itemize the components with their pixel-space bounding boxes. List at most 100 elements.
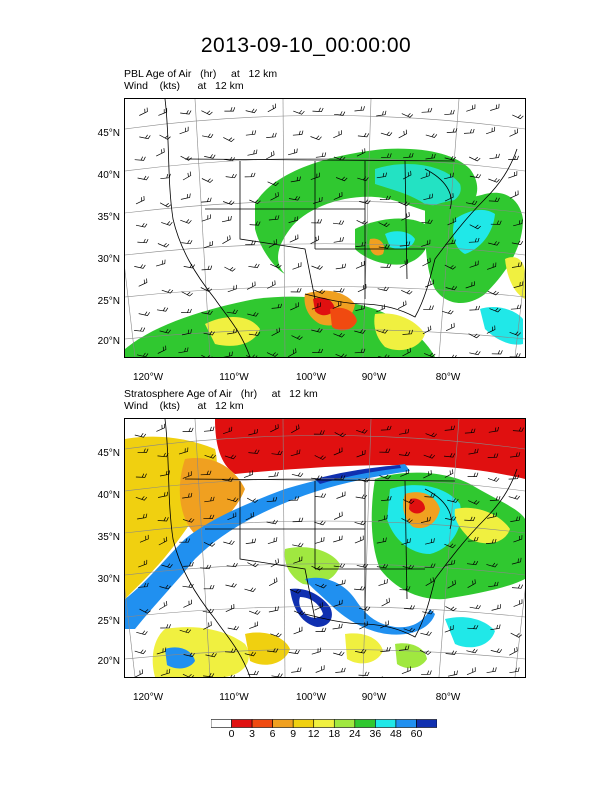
wind-barb [510, 516, 521, 522]
wind-barb [491, 350, 503, 355]
wind-barb [335, 176, 348, 182]
wind-barb [136, 630, 148, 635]
wind-barb [333, 332, 345, 338]
colorbar-label: 60 [410, 728, 423, 740]
wind-barb [201, 354, 213, 357]
wind-barb [156, 259, 166, 267]
wind-barb [510, 304, 522, 310]
wind-barb [355, 304, 366, 311]
wind-barb [248, 610, 261, 615]
wind-barb [357, 283, 367, 293]
wind-barb [465, 200, 478, 205]
panel2-lat-label-20: 20°N [97, 656, 120, 667]
wind-barb [354, 535, 364, 544]
wind-barb [183, 263, 195, 269]
wind-barb [466, 104, 476, 112]
wind-barb [270, 191, 279, 201]
panel1-lat-label-20: 20°N [97, 336, 120, 347]
wind-barb [420, 631, 432, 636]
wind-barb [204, 154, 216, 159]
wind-barb [509, 331, 521, 336]
wind-barb [292, 130, 304, 136]
wind-barb [469, 156, 481, 162]
wind-barb [376, 172, 387, 179]
wind-barb [509, 667, 520, 674]
wind-barb [397, 300, 407, 310]
wind-barb [444, 264, 457, 270]
wind-barb [248, 263, 260, 269]
wind-barb [223, 351, 233, 357]
wind-barb [245, 354, 258, 357]
wind-barb [291, 472, 304, 477]
wind-barb [512, 427, 524, 432]
wind-barb [314, 493, 327, 498]
wind-barb [159, 470, 170, 477]
wind-barb [227, 284, 237, 293]
wind-barb [266, 150, 275, 160]
wind-barb [159, 134, 171, 140]
wind-barb [227, 625, 239, 631]
wind-barb [356, 148, 366, 157]
wind-barb [424, 563, 436, 568]
wind-barb [244, 587, 256, 593]
panel2-lat-label-40: 40°N [97, 490, 120, 501]
wind-barb [293, 110, 305, 115]
wind-barb [178, 447, 189, 455]
colorbar-swatch [416, 719, 438, 728]
wind-barb [333, 237, 344, 243]
panel1-lat-label-25: 25°N [97, 296, 120, 307]
wind-barb [222, 200, 235, 206]
wind-barb [268, 239, 278, 248]
wind-barb [444, 425, 456, 431]
wind-barb [513, 535, 523, 543]
panel2-lon-label-80: 80°W [435, 692, 461, 703]
wind-barb [135, 223, 148, 228]
wind-barb [513, 599, 523, 607]
wind-barb [157, 242, 170, 248]
wind-barb [159, 584, 171, 590]
wind-barb [452, 354, 457, 357]
panel1-lat-label-35: 35°N [97, 212, 120, 223]
wind-barb [137, 513, 148, 520]
wind-barb [311, 219, 323, 224]
wind-barb [288, 496, 300, 501]
wind-barb [467, 472, 479, 477]
wind-barb [271, 450, 283, 456]
wind-barb [267, 648, 279, 653]
wind-barb [444, 469, 454, 478]
wind-barb [402, 170, 412, 180]
wind-barb [134, 156, 146, 161]
wind-barb [224, 107, 236, 112]
wind-barb [200, 287, 213, 292]
wind-barb [268, 471, 279, 478]
wind-barb [423, 193, 434, 201]
wind-barb [334, 432, 346, 438]
wind-barb [399, 259, 409, 268]
panel1-lat-label-30: 30°N [97, 254, 120, 265]
wind-barb [203, 330, 215, 336]
wind-barb [513, 219, 523, 227]
wind-barb [332, 220, 345, 225]
wind-barb [333, 191, 343, 200]
wind-barb [181, 308, 192, 314]
colorbar-label: 12 [307, 728, 320, 740]
colorbar [210, 715, 438, 733]
wind-barb [421, 107, 433, 113]
wind-barb [246, 497, 259, 503]
wind-barb [401, 289, 413, 295]
wind-barb [422, 609, 434, 615]
wind-barb [468, 448, 479, 455]
wind-barb [182, 583, 194, 588]
wind-barb [333, 447, 343, 456]
wind-barb [355, 649, 367, 654]
wind-barb [267, 181, 279, 187]
colorbar-label: 6 [269, 728, 276, 740]
wind-barb [508, 474, 520, 480]
wind-barb [135, 496, 148, 501]
panel2-lon-label-90: 90°W [361, 692, 387, 703]
wind-barb [160, 624, 171, 629]
wind-barb [315, 536, 325, 544]
wind-barb [376, 110, 387, 117]
wind-barb [203, 426, 215, 432]
wind-barb [246, 281, 256, 290]
